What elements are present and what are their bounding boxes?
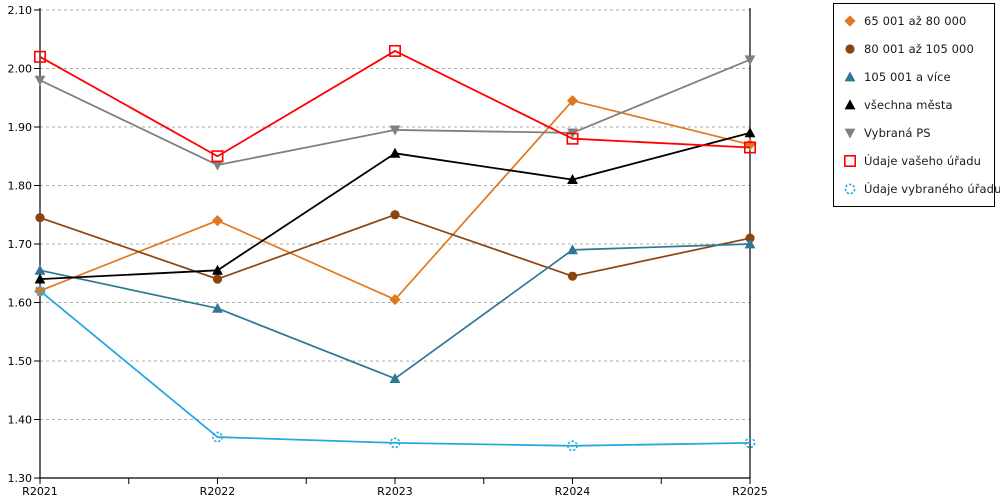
y-tick-label: 1.70 <box>8 238 33 251</box>
triangle-down-marker <box>212 160 223 171</box>
circle-icon <box>845 44 855 54</box>
triangle-up-marker <box>212 302 223 313</box>
square-open-marker <box>743 141 756 154</box>
circle-open-dashed-marker <box>389 437 401 449</box>
triangle-up-marker <box>744 238 756 249</box>
diamond-marker <box>389 293 401 306</box>
triangle-down-marker <box>844 128 856 139</box>
legend-label: 65 001 až 80 000 <box>864 14 967 28</box>
circle-marker <box>390 210 400 220</box>
series-line <box>39 50 751 158</box>
circle-open-dashed-marker <box>212 431 223 443</box>
circle-open-icon <box>844 183 856 195</box>
diamond-icon <box>844 15 856 27</box>
triangle-up-marker <box>844 71 856 82</box>
triangle-up-marker <box>567 174 578 185</box>
y-tick-label: 2.10 <box>8 4 33 17</box>
triangle-up-icon <box>844 71 856 82</box>
legend-item-udaje-vaseho-uradu: Údaje vašeho úřadu <box>843 147 994 175</box>
diamond-marker <box>566 95 579 107</box>
legend-item-vybrana-ps: Vybraná PS <box>843 119 994 147</box>
diamond-marker <box>211 215 224 227</box>
circle-open-dashed-marker <box>744 437 756 449</box>
legend-item-65001-80000: 65 001 až 80 000 <box>843 7 994 35</box>
legend-label: 80 001 až 105 000 <box>864 42 974 56</box>
triangle-down-marker <box>744 55 756 66</box>
triangle-down-marker <box>389 125 401 136</box>
diamond-marker <box>844 15 856 27</box>
circle-marker <box>567 271 578 281</box>
square-open-marker <box>566 132 579 145</box>
chart-legend: 65 001 až 80 000 80 001 až 105 000 105 0… <box>833 3 1000 207</box>
y-tick-label: 1.80 <box>8 180 33 193</box>
y-tick-label: 1.30 <box>8 472 33 485</box>
y-tick-label: 1.50 <box>8 355 33 368</box>
x-tick-label: R2022 <box>200 485 236 498</box>
series-line <box>39 290 751 447</box>
triangle-up-marker <box>567 244 578 255</box>
square-open-marker <box>843 154 856 167</box>
circle-open-dashed-marker <box>844 183 856 195</box>
legend-item-udaje-vybraneho-uradu: Údaje vybraného úřadu <box>843 175 1000 203</box>
triangle-up-marker <box>212 264 223 275</box>
y-tick-label: 1.40 <box>8 414 33 427</box>
legend-label: 105 001 a více <box>864 70 951 84</box>
triangle-up-marker <box>34 264 46 275</box>
triangle-down-icon <box>844 128 856 139</box>
square-open-marker <box>388 44 401 57</box>
legend-label: Vybraná PS <box>864 126 931 140</box>
circle-open-dashed-marker <box>34 285 46 297</box>
circle-open-dashed-marker <box>567 440 578 452</box>
triangle-up-icon <box>844 99 856 110</box>
circle-marker <box>845 44 855 54</box>
triangle-up-marker <box>844 99 856 110</box>
square-open-marker <box>211 150 224 163</box>
triangle-up-marker <box>744 127 756 138</box>
y-tick-label: 1.60 <box>8 297 33 310</box>
legend-label: všechna města <box>864 98 953 112</box>
x-tick-label: R2021 <box>22 485 58 498</box>
triangle-up-marker <box>389 147 401 158</box>
x-tick-label: R2025 <box>732 485 768 498</box>
legend-item-80001-105000: 80 001 až 105 000 <box>843 35 994 63</box>
diamond-marker <box>744 138 756 151</box>
x-tick-label: R2023 <box>377 485 413 498</box>
legend-item-vsechna-mesta: všechna města <box>843 91 994 119</box>
circle-marker <box>745 233 755 243</box>
y-tick-label: 1.90 <box>8 121 33 134</box>
triangle-up-marker <box>389 372 401 383</box>
circle-marker <box>35 213 45 223</box>
series-line <box>39 243 751 380</box>
circle-marker <box>212 274 223 284</box>
legend-item-105001-a-vice: 105 001 a více <box>843 63 994 91</box>
square-open-marker <box>33 50 46 63</box>
triangle-down-marker <box>34 75 46 86</box>
legend-label: Údaje vašeho úřadu <box>864 154 982 168</box>
y-tick-label: 2.00 <box>8 63 33 76</box>
triangle-up-marker <box>34 273 46 284</box>
x-tick-label: R2024 <box>555 485 591 498</box>
square-open-icon <box>843 154 856 167</box>
legend-label: Údaje vybraného úřadu <box>864 182 1000 196</box>
